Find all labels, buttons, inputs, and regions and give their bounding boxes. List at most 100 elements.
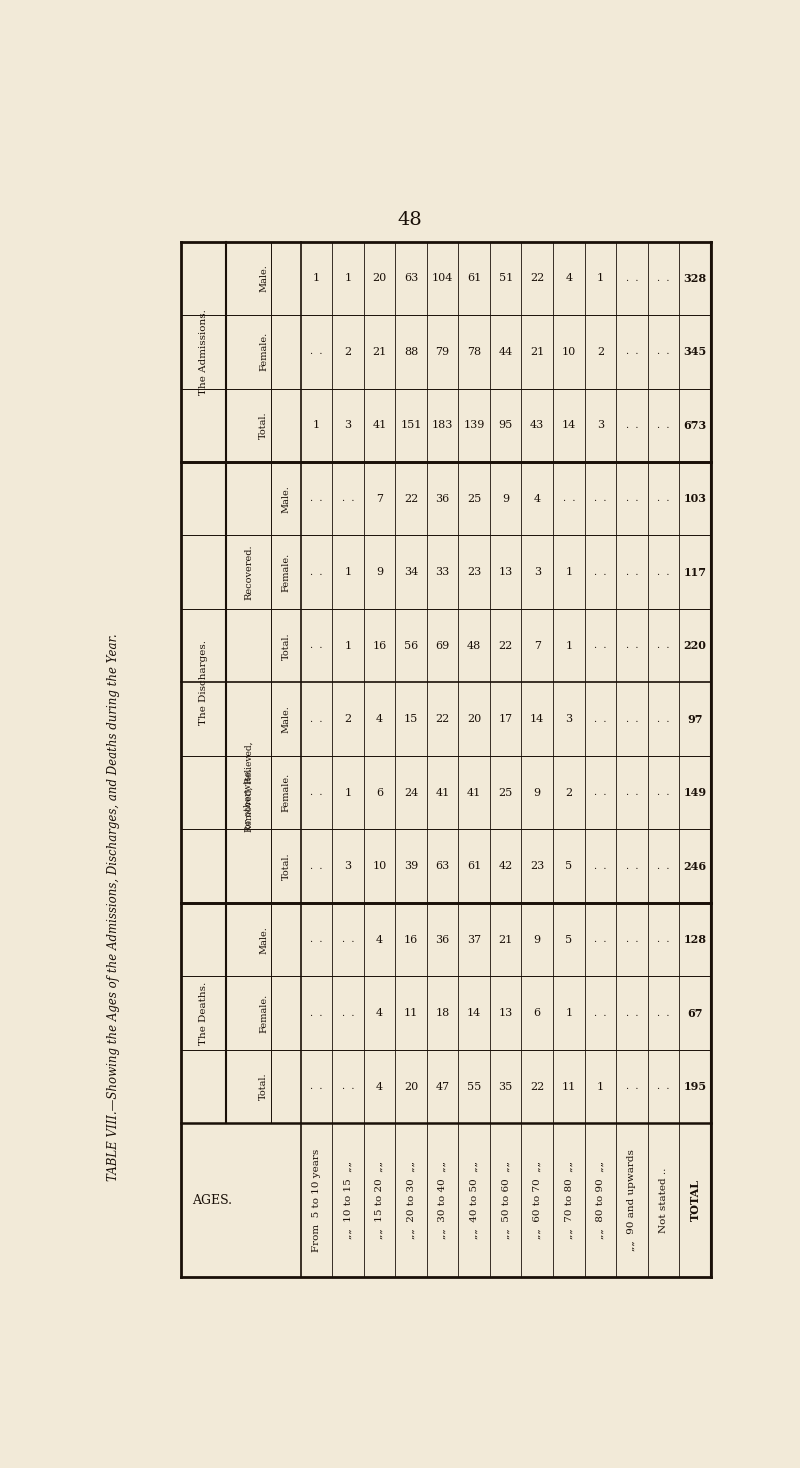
Text: 47: 47 <box>435 1082 450 1092</box>
Text: 2: 2 <box>597 346 604 357</box>
Text: 6: 6 <box>376 788 383 797</box>
Text: .  .: . . <box>626 421 638 430</box>
Text: 43: 43 <box>530 420 544 430</box>
Text: 67: 67 <box>687 1007 702 1019</box>
Text: 21: 21 <box>373 346 386 357</box>
Text: .  .: . . <box>310 715 322 724</box>
Text: 246: 246 <box>683 860 706 872</box>
Text: 4: 4 <box>566 273 572 283</box>
Text: 97: 97 <box>687 713 702 725</box>
Text: 39: 39 <box>404 862 418 871</box>
Text: 78: 78 <box>467 346 482 357</box>
Text: 21: 21 <box>498 935 513 944</box>
Text: 33: 33 <box>435 567 450 577</box>
Text: 63: 63 <box>435 862 450 871</box>
Text: 22: 22 <box>435 713 450 724</box>
Text: 3: 3 <box>345 420 351 430</box>
Text: 1: 1 <box>313 420 320 430</box>
Text: „„  10 to 15  „„: „„ 10 to 15 „„ <box>343 1161 353 1239</box>
Text: 13: 13 <box>498 1009 513 1017</box>
Text: Total.: Total. <box>282 631 290 659</box>
Text: 34: 34 <box>404 567 418 577</box>
Text: 4: 4 <box>376 935 383 944</box>
Text: 345: 345 <box>683 346 706 357</box>
Text: 104: 104 <box>432 273 454 283</box>
Text: .  .: . . <box>626 568 638 577</box>
Text: 1: 1 <box>597 1082 604 1092</box>
Text: 9: 9 <box>502 493 510 504</box>
Text: .  .: . . <box>310 568 322 577</box>
Text: .  .: . . <box>657 862 670 871</box>
Text: 41: 41 <box>373 420 386 430</box>
Text: 103: 103 <box>683 493 706 504</box>
Text: or otherwise.: or otherwise. <box>244 768 254 829</box>
Text: 25: 25 <box>467 493 482 504</box>
Text: 10: 10 <box>373 862 386 871</box>
Text: .  .: . . <box>626 788 638 797</box>
Text: .  .: . . <box>626 1009 638 1017</box>
Text: 22: 22 <box>530 1082 544 1092</box>
Text: 328: 328 <box>683 273 706 283</box>
Text: .  .: . . <box>657 275 670 283</box>
Text: 183: 183 <box>432 420 454 430</box>
Text: 56: 56 <box>404 640 418 650</box>
Text: „„  30 to 40  „„: „„ 30 to 40 „„ <box>438 1161 447 1239</box>
Text: „„  15 to 20  „„: „„ 15 to 20 „„ <box>375 1161 384 1239</box>
Text: .  .: . . <box>626 935 638 944</box>
Text: .  .: . . <box>310 642 322 650</box>
Text: .  .: . . <box>594 495 606 504</box>
Text: 37: 37 <box>467 935 482 944</box>
Text: 3: 3 <box>534 567 541 577</box>
Text: Total.: Total. <box>282 853 290 879</box>
Text: From  5 to 10 years: From 5 to 10 years <box>312 1148 321 1252</box>
Text: .  .: . . <box>657 421 670 430</box>
Text: „„  80 to 90  „„: „„ 80 to 90 „„ <box>596 1161 605 1239</box>
Text: .  .: . . <box>594 715 606 724</box>
Text: .  .: . . <box>562 495 575 504</box>
Text: .  .: . . <box>657 1082 670 1091</box>
Text: „„  50 to 60  „„: „„ 50 to 60 „„ <box>502 1161 510 1239</box>
Text: 128: 128 <box>683 934 706 945</box>
Text: „„  60 to 70  „„: „„ 60 to 70 „„ <box>533 1161 542 1239</box>
Text: Female.: Female. <box>259 332 268 371</box>
Text: .  .: . . <box>310 348 322 357</box>
Text: 20: 20 <box>373 273 386 283</box>
Text: 9: 9 <box>376 567 383 577</box>
Text: .  .: . . <box>657 715 670 724</box>
Text: 69: 69 <box>435 640 450 650</box>
Text: .  .: . . <box>626 642 638 650</box>
Text: Recovered.: Recovered. <box>244 545 254 600</box>
Text: 41: 41 <box>435 788 450 797</box>
Text: .  .: . . <box>626 348 638 357</box>
Text: AGES.: AGES. <box>192 1193 232 1207</box>
Text: 4: 4 <box>376 1009 383 1017</box>
Text: .  .: . . <box>657 495 670 504</box>
Text: 6: 6 <box>534 1009 541 1017</box>
Text: 4: 4 <box>534 493 541 504</box>
Text: .  .: . . <box>342 935 354 944</box>
Text: 22: 22 <box>404 493 418 504</box>
Text: 18: 18 <box>435 1009 450 1017</box>
Text: 2: 2 <box>345 346 351 357</box>
Text: Male.: Male. <box>282 484 290 512</box>
Text: 11: 11 <box>404 1009 418 1017</box>
Text: 11: 11 <box>562 1082 576 1092</box>
Text: The Deaths.: The Deaths. <box>199 982 208 1045</box>
Text: .  .: . . <box>310 935 322 944</box>
Text: TOTAL: TOTAL <box>690 1179 701 1221</box>
Text: 48: 48 <box>467 640 482 650</box>
Text: .  .: . . <box>657 642 670 650</box>
Text: 7: 7 <box>376 493 383 504</box>
Text: 61: 61 <box>467 862 482 871</box>
Text: 25: 25 <box>498 788 513 797</box>
Text: 673: 673 <box>683 420 706 430</box>
Text: 5: 5 <box>566 862 572 871</box>
Text: .  .: . . <box>342 1082 354 1091</box>
Text: .  .: . . <box>594 1009 606 1017</box>
Text: 1: 1 <box>345 788 351 797</box>
Text: The Discharges.: The Discharges. <box>199 640 208 725</box>
Text: 14: 14 <box>530 713 544 724</box>
Text: 7: 7 <box>534 640 541 650</box>
Text: „„  40 to 50  „„: „„ 40 to 50 „„ <box>470 1161 478 1239</box>
Text: 14: 14 <box>562 420 576 430</box>
